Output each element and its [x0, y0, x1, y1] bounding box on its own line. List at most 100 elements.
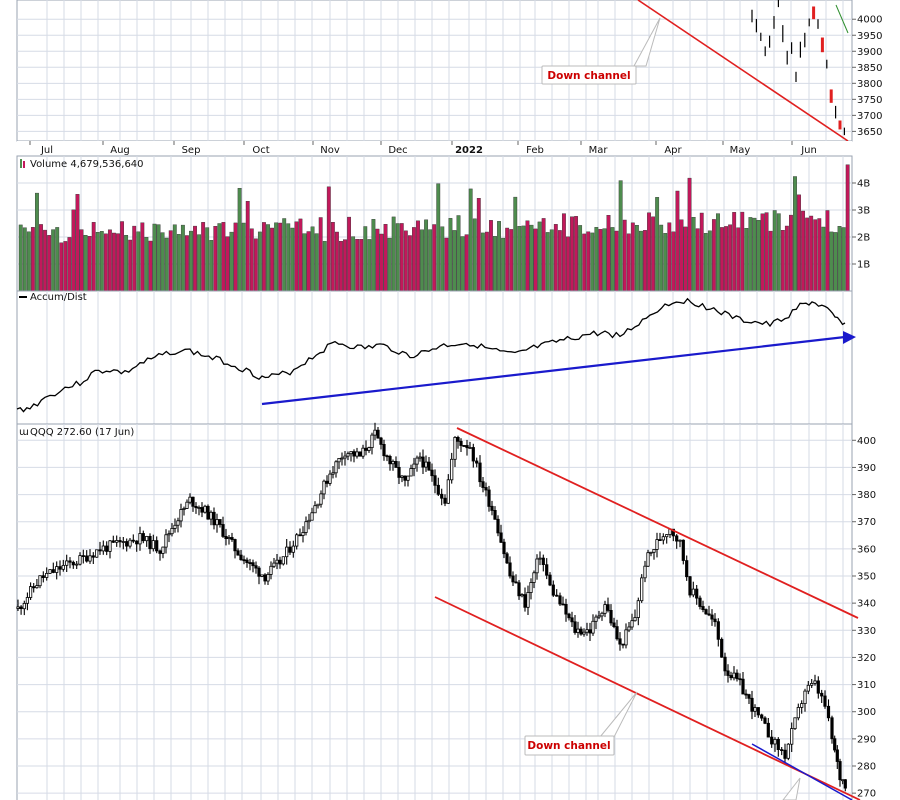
accum-dist-line: [16, 297, 846, 413]
x-tick-label: Feb: [526, 145, 544, 156]
qqq-candle-body: [164, 534, 168, 548]
x-tick-label: Dec: [388, 145, 407, 156]
qqq-candle-body: [698, 597, 702, 607]
volume-bar: [59, 242, 64, 292]
volume-bar: [663, 233, 668, 292]
volume-bar: [748, 217, 753, 292]
volume-bar: [18, 224, 23, 292]
qqq-candle-body: [612, 622, 616, 628]
qqq-candle-body: [278, 559, 282, 565]
qqq-candle-body: [85, 555, 89, 562]
volume-bar: [379, 233, 384, 292]
volume-bar: [30, 227, 35, 292]
volume-bar: [245, 200, 250, 292]
qqq-candle-body: [185, 501, 189, 509]
qqq-candle-body: [800, 703, 804, 708]
volume-bar: [829, 231, 834, 292]
volume-bar: [764, 212, 769, 292]
qqq-candle-body: [242, 559, 246, 562]
volume-bar: [160, 232, 165, 292]
volume-bar: [634, 224, 639, 292]
volume-bar: [472, 218, 477, 292]
y-tick-label: 280: [857, 762, 876, 773]
qqq-candle-body: [304, 521, 308, 533]
volume-bar: [201, 222, 206, 292]
qqq-candle-body: [88, 555, 92, 562]
qqq-candle-body: [111, 540, 115, 543]
qqq-candle-body: [793, 717, 797, 729]
qqq-candle-body: [125, 541, 129, 547]
y-tick-label: 340: [857, 599, 876, 610]
qqq-candle-body: [505, 553, 509, 564]
volume-bar: [416, 220, 420, 292]
volume-bar: [148, 240, 153, 292]
qqq-candle-body: [118, 540, 122, 543]
qqq-candle-body: [260, 574, 264, 577]
volume-bar: [140, 222, 145, 292]
qqq-candle-body: [720, 638, 724, 658]
volume-bar: [205, 227, 210, 292]
volume-bar: [736, 227, 741, 292]
x-tick-label: May: [730, 145, 751, 156]
volume-bar: [432, 224, 437, 292]
qqq-candle-body: [783, 749, 787, 759]
qqq-candle-body: [138, 533, 142, 545]
volume-bar: [517, 226, 522, 292]
qqq-candle-body: [145, 536, 149, 542]
qqq-candle-body: [573, 621, 577, 633]
qqq-candle-body: [415, 457, 419, 465]
qqq-candle-body: [412, 463, 416, 470]
y-tick-label: 3B: [857, 206, 870, 217]
volume-bar: [193, 225, 197, 292]
qqq-candle-body: [141, 533, 145, 542]
qqq-candle-body: [170, 528, 174, 535]
qqq-candle-body: [732, 672, 736, 679]
spx-down-channel-label: Down channel: [541, 17, 661, 85]
volume-bar: [156, 224, 161, 292]
qqq-candle-body: [65, 560, 69, 566]
qqq-candle-body: [685, 560, 689, 578]
volume-bar: [184, 235, 189, 292]
qqq-candle-body: [385, 455, 389, 458]
qqq-candle-body: [161, 546, 165, 554]
volume-bar: [253, 238, 258, 292]
qqq-candle-body: [526, 592, 530, 608]
qqq-down-channel-label: Down channel: [524, 691, 801, 800]
volume-bar: [197, 234, 202, 292]
qqq-candle-body: [358, 451, 362, 457]
volume-bar: [383, 223, 388, 292]
qqq-candle-body: [548, 574, 552, 586]
volume-bar: [35, 192, 39, 292]
volume-bar: [525, 220, 530, 292]
qqq-candle-body: [453, 436, 457, 460]
volume-bar: [464, 234, 469, 292]
x-tick-label: Aug: [110, 145, 130, 156]
volume-bar: [391, 216, 396, 292]
qqq-candle-body: [643, 565, 647, 579]
qqq-candle-body: [272, 562, 276, 567]
volume-bar: [47, 235, 52, 292]
volume-bar: [468, 188, 473, 292]
qqq-candle-body: [603, 604, 607, 614]
volume-bar: [460, 236, 465, 292]
volume-bar: [387, 237, 392, 292]
qqq-candle-body: [545, 564, 549, 576]
volume-bar: [213, 225, 218, 292]
qqq-candle-body: [215, 519, 219, 526]
qqq-candle-body: [823, 695, 827, 707]
svg-text:ɯ: ɯ: [19, 427, 29, 438]
qqq-candle-body: [68, 560, 72, 563]
volume-bar: [505, 227, 510, 292]
volume-bar: [825, 210, 830, 292]
qqq-candle-body: [313, 505, 317, 514]
qqq-candle-body: [418, 456, 422, 459]
qqq-legend: ɯ QQQ 272.60 (17 Jun): [19, 427, 134, 438]
qqq-candle-body: [570, 617, 574, 623]
volume-bar: [51, 229, 56, 292]
accum-dist-arrow-icon: [843, 331, 856, 344]
qqq-candle-body: [816, 680, 820, 694]
qqq-candle-body: [763, 717, 767, 724]
qqq-candle-body: [810, 683, 814, 686]
volume-bar: [643, 230, 647, 292]
qqq-candle-body: [212, 511, 216, 526]
